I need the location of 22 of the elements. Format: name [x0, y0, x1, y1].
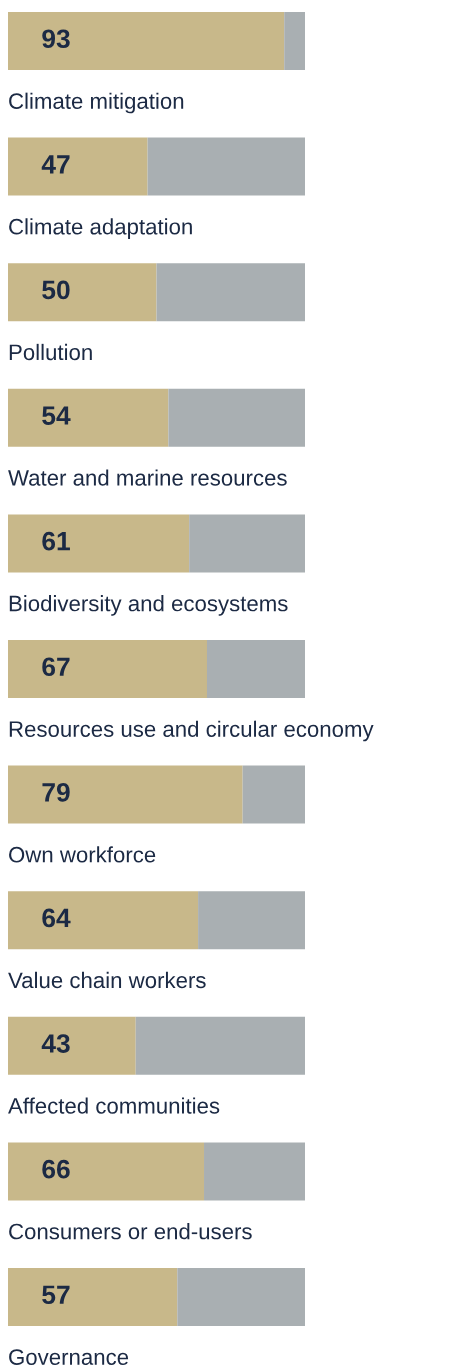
- data-label: 47: [41, 155, 70, 174]
- y-tick-label: Biodiversity and ecosystems: [9, 595, 288, 616]
- data-label: 61: [42, 531, 70, 551]
- data-label: 43: [41, 1034, 70, 1053]
- y-tick-label: Climate mitigation: [9, 92, 184, 114]
- data-label: 93: [42, 29, 70, 49]
- y-tick-label: Own workforce: [9, 846, 156, 863]
- y-tick-label: Value chain workers: [8, 971, 206, 989]
- y-tick-label: Consumers or end-users: [9, 1223, 252, 1240]
- y-tick-label: Pollution: [9, 343, 92, 361]
- y-tick-label: Governance: [9, 1349, 129, 1365]
- data-label: 54: [42, 406, 71, 425]
- data-label: 64: [42, 908, 71, 928]
- data-label: 67: [42, 657, 70, 677]
- data-label: 57: [42, 1285, 70, 1305]
- data-label: 66: [42, 1159, 70, 1179]
- data-label: 50: [42, 280, 70, 300]
- y-tick-label: Climate adaptation: [9, 218, 192, 239]
- y-tick-label: Water and marine resources: [8, 469, 287, 486]
- y-tick-label: Resources use and circular economy: [9, 720, 374, 742]
- data-label: 79: [42, 783, 70, 802]
- y-tick-label: Affected communities: [8, 1097, 220, 1114]
